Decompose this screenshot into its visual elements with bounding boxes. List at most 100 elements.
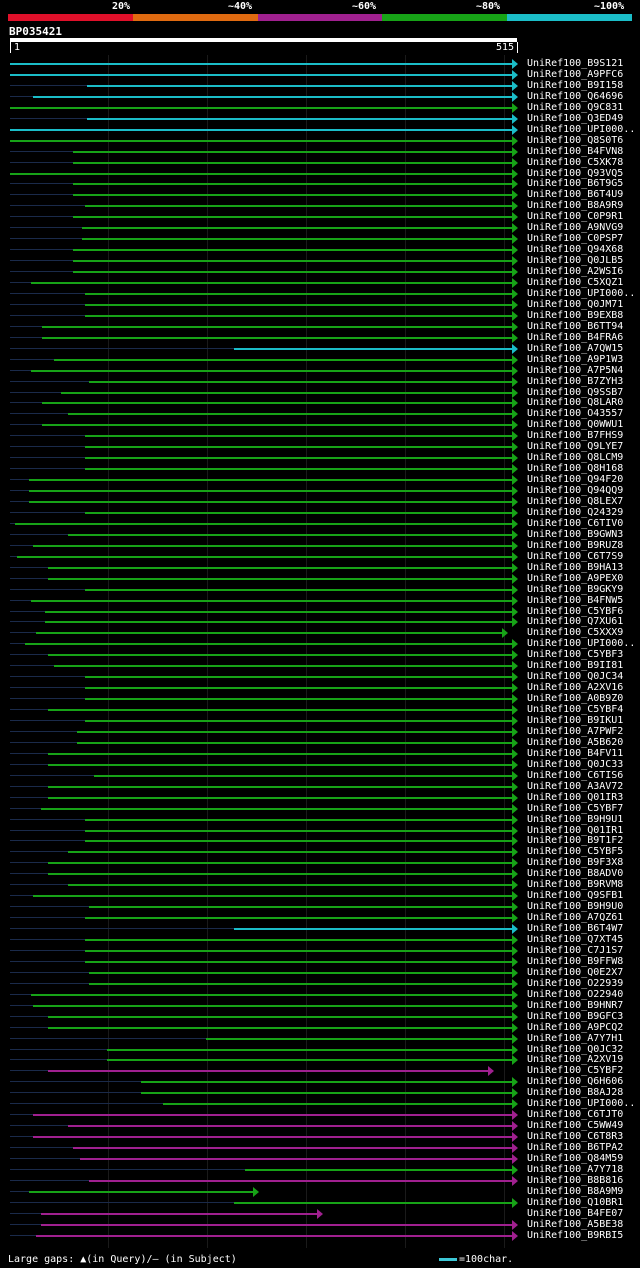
alignment-bar[interactable] xyxy=(82,227,512,229)
alignment-bar[interactable] xyxy=(67,851,512,853)
hit-label[interactable]: UniRef100_A9PCQ2 xyxy=(527,1022,624,1033)
alignment-bar[interactable] xyxy=(77,742,512,744)
alignment-bar[interactable] xyxy=(163,1103,512,1105)
hit-label[interactable]: UniRef100_A9NVG9 xyxy=(527,222,624,233)
hit-label[interactable]: UniRef100_C6TIS6 xyxy=(527,770,624,781)
hit-label[interactable]: UniRef100_B4FNW5 xyxy=(527,595,624,606)
alignment-bar[interactable] xyxy=(10,129,512,131)
hit-label[interactable]: UniRef100_B8AJ28 xyxy=(527,1087,624,1098)
alignment-bar[interactable] xyxy=(140,1081,512,1083)
hit-label[interactable]: UniRef100_A7QW15 xyxy=(527,343,624,354)
hit-label[interactable]: UniRef100_B6T4W7 xyxy=(527,923,624,934)
alignment-bar[interactable] xyxy=(85,446,512,448)
alignment-bar[interactable] xyxy=(24,643,512,645)
hit-label[interactable]: UniRef100_O22939 xyxy=(527,978,624,989)
alignment-bar[interactable] xyxy=(85,950,512,952)
hit-label[interactable]: UniRef100_B6T9G5 xyxy=(527,178,624,189)
hit-label[interactable]: UniRef100_C5YBF7 xyxy=(527,803,624,814)
alignment-bar[interactable] xyxy=(89,983,512,985)
alignment-bar[interactable] xyxy=(72,249,512,251)
hit-label[interactable]: UniRef100_C6T7S9 xyxy=(527,551,624,562)
alignment-bar[interactable] xyxy=(85,512,512,514)
alignment-bar[interactable] xyxy=(42,326,512,328)
alignment-bar[interactable] xyxy=(33,1005,512,1007)
alignment-bar[interactable] xyxy=(48,1016,512,1018)
alignment-bar[interactable] xyxy=(42,402,512,404)
alignment-bar[interactable] xyxy=(48,764,512,766)
alignment-bar[interactable] xyxy=(72,1147,512,1149)
hit-label[interactable]: UniRef100_Q9SSB7 xyxy=(527,387,624,398)
alignment-bar[interactable] xyxy=(41,808,512,810)
hit-label[interactable]: UniRef100_A7PWF2 xyxy=(527,726,624,737)
alignment-bar[interactable] xyxy=(67,413,512,415)
alignment-bar[interactable] xyxy=(85,698,512,700)
hit-label[interactable]: UniRef100_B4FRA6 xyxy=(527,332,624,343)
hit-label[interactable]: UniRef100_A9PEX0 xyxy=(527,573,624,584)
hit-label[interactable]: UniRef100_B6T4U9 xyxy=(527,189,624,200)
alignment-bar[interactable] xyxy=(87,85,512,87)
hit-label[interactable]: UniRef100_B4FE07 xyxy=(527,1208,624,1219)
alignment-bar[interactable] xyxy=(48,873,512,875)
hit-label[interactable]: UniRef100_Q7XU61 xyxy=(527,616,624,627)
alignment-bar[interactable] xyxy=(80,1158,512,1160)
alignment-bar[interactable] xyxy=(85,917,512,919)
hit-label[interactable]: UniRef100_B9FFW8 xyxy=(527,956,624,967)
alignment-bar[interactable] xyxy=(72,151,512,153)
alignment-bar[interactable] xyxy=(30,994,512,996)
hit-label[interactable]: UniRef100_UPI000.. xyxy=(527,288,636,299)
alignment-bar[interactable] xyxy=(72,194,512,196)
hit-label[interactable]: UniRef100_Q64696 xyxy=(527,91,624,102)
hit-label[interactable]: UniRef100_B7FHS9 xyxy=(527,430,624,441)
alignment-bar[interactable] xyxy=(245,1169,512,1171)
hit-label[interactable]: UniRef100_C5YBF2 xyxy=(527,1065,624,1076)
alignment-bar[interactable] xyxy=(10,74,512,76)
hit-label[interactable]: UniRef100_B9HA13 xyxy=(527,562,624,573)
alignment-bar[interactable] xyxy=(16,556,512,558)
hit-label[interactable]: UniRef100_Q0JM71 xyxy=(527,299,624,310)
hit-label[interactable]: UniRef100_Q8LAR0 xyxy=(527,397,624,408)
hit-label[interactable]: UniRef100_Q93VQ5 xyxy=(527,168,624,179)
alignment-bar[interactable] xyxy=(72,271,512,273)
alignment-bar[interactable] xyxy=(85,589,512,591)
alignment-bar[interactable] xyxy=(85,435,512,437)
alignment-bar[interactable] xyxy=(106,1049,512,1051)
alignment-bar[interactable] xyxy=(28,479,512,481)
alignment-bar[interactable] xyxy=(28,490,512,492)
hit-label[interactable]: UniRef100_B6TPA2 xyxy=(527,1142,624,1153)
hit-label[interactable]: UniRef100_A2XV16 xyxy=(527,682,624,693)
hit-label[interactable]: UniRef100_Q9LYE7 xyxy=(527,441,624,452)
alignment-bar[interactable] xyxy=(48,567,512,569)
hit-label[interactable]: UniRef100_C5XQZ1 xyxy=(527,277,624,288)
alignment-bar[interactable] xyxy=(60,392,512,394)
hit-label[interactable]: UniRef100_A9P1W3 xyxy=(527,354,624,365)
alignment-bar[interactable] xyxy=(33,1114,512,1116)
alignment-bar[interactable] xyxy=(48,1070,488,1072)
hit-label[interactable]: UniRef100_B9II81 xyxy=(527,660,624,671)
hit-label[interactable]: UniRef100_B8A9R9 xyxy=(527,200,624,211)
alignment-bar[interactable] xyxy=(36,632,503,634)
hit-label[interactable]: UniRef100_B7ZYH3 xyxy=(527,376,624,387)
hit-label[interactable]: UniRef100_B9RBI5 xyxy=(527,1230,624,1241)
alignment-bar[interactable] xyxy=(48,797,512,799)
alignment-bar[interactable] xyxy=(33,545,512,547)
hit-label[interactable]: UniRef100_A3AV72 xyxy=(527,781,624,792)
alignment-bar[interactable] xyxy=(85,457,512,459)
hit-label[interactable]: UniRef100_B9T1F2 xyxy=(527,835,624,846)
hit-label[interactable]: UniRef100_UPI000.. xyxy=(527,124,636,135)
hit-label[interactable]: UniRef100_B8A9M9 xyxy=(527,1186,624,1197)
hit-label[interactable]: UniRef100_Q94QQ9 xyxy=(527,485,624,496)
alignment-bar[interactable] xyxy=(42,337,512,339)
alignment-bar[interactable] xyxy=(233,1202,512,1204)
hit-label[interactable]: UniRef100_Q9C831 xyxy=(527,102,624,113)
alignment-bar[interactable] xyxy=(48,654,512,656)
hit-label[interactable]: UniRef100_A2XV19 xyxy=(527,1054,624,1065)
alignment-bar[interactable] xyxy=(85,819,512,821)
hit-label[interactable]: UniRef100_B9F3X8 xyxy=(527,857,624,868)
hit-label[interactable]: UniRef100_UPI000.. xyxy=(527,1098,636,1109)
hit-label[interactable]: UniRef100_C5XXX9 xyxy=(527,627,624,638)
hit-label[interactable]: UniRef100_C5WW49 xyxy=(527,1120,624,1131)
hit-label[interactable]: UniRef100_Q0JC34 xyxy=(527,671,624,682)
hit-label[interactable]: UniRef100_Q0JLB5 xyxy=(527,255,624,266)
hit-label[interactable]: UniRef100_B9RVM8 xyxy=(527,879,624,890)
alignment-bar[interactable] xyxy=(67,884,512,886)
